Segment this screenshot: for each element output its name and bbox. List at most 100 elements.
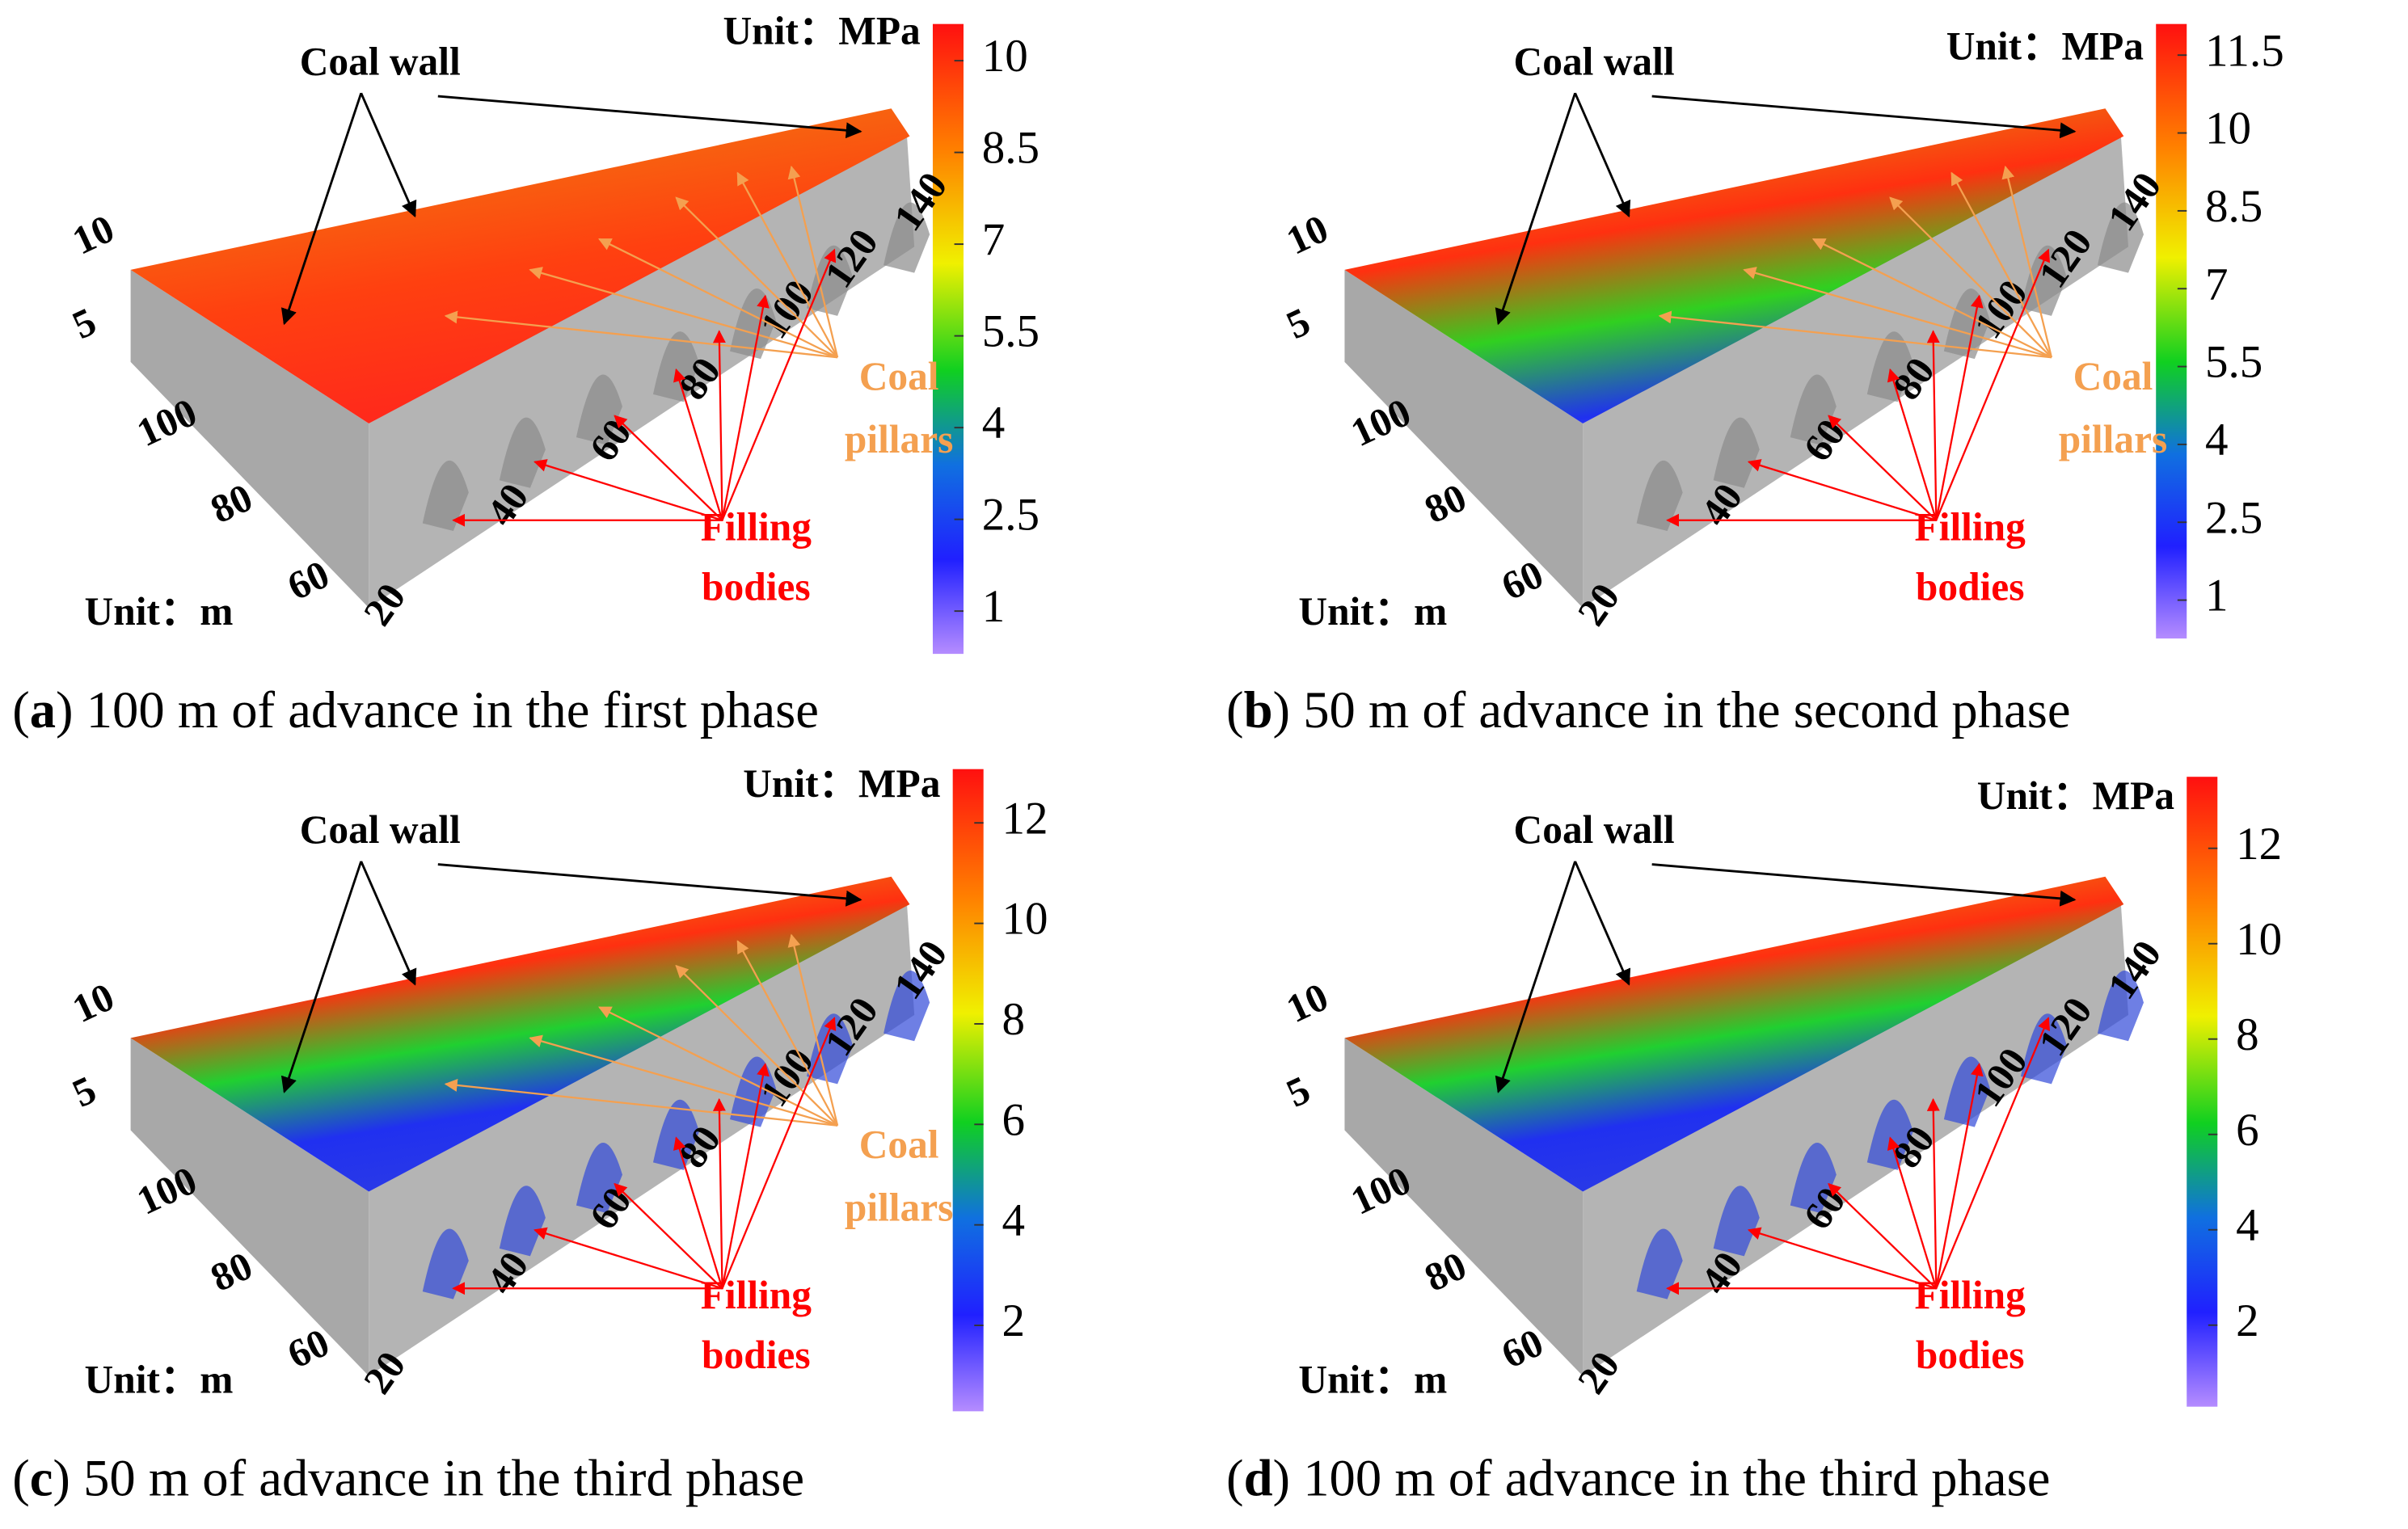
z-tick-label: 5 bbox=[65, 1067, 103, 1115]
caption-run: ) 50 m of advance in the second phase bbox=[1273, 680, 2071, 739]
surface-trough bbox=[807, 245, 854, 316]
z-tick-label: 5 bbox=[1280, 299, 1317, 348]
colorbar-tick-label: 10 bbox=[1002, 894, 1048, 945]
filling-bodies-arrow bbox=[1935, 1017, 2051, 1289]
surface-trough bbox=[883, 202, 930, 273]
filling-bodies-arrow bbox=[721, 1017, 837, 1289]
colorbar-tick-label: 1 bbox=[2205, 571, 2229, 621]
z-tick-label: 10 bbox=[1280, 206, 1335, 263]
colorbar-tick-label: 8.5 bbox=[982, 123, 1040, 174]
filling-bodies-arrow bbox=[1887, 368, 1938, 521]
filling-bodies-label: Filling bbox=[701, 1273, 812, 1317]
coal-pillars-arrow bbox=[787, 933, 839, 1127]
caption-run: ) 100 m of advance in the first phase bbox=[56, 680, 819, 739]
coal-wall-arrow bbox=[1574, 92, 1631, 218]
stress-unit: Unit：MPa bbox=[743, 761, 940, 806]
block-front-face bbox=[369, 131, 915, 609]
coal-pillars-arrow bbox=[444, 1078, 838, 1127]
length-unit: Unit：m bbox=[85, 1357, 234, 1401]
surface-trough bbox=[652, 1099, 699, 1170]
surface-trough bbox=[576, 374, 622, 445]
block-left-face bbox=[1344, 269, 1584, 609]
block-front-face bbox=[1583, 131, 2129, 609]
colorbar-tick-label: 6 bbox=[1002, 1094, 1026, 1145]
z-tick-label: 10 bbox=[65, 974, 120, 1031]
length-unit: Unit：m bbox=[1298, 1357, 1447, 1401]
filling-bodies-arrow bbox=[1828, 415, 1938, 521]
coal-wall-arrow bbox=[437, 95, 862, 139]
block-front-face bbox=[1583, 899, 2129, 1376]
coal-pillars-label: Coal bbox=[859, 1123, 939, 1167]
filling-bodies-arrow bbox=[1887, 1136, 1938, 1289]
colorbar-tick-label: 10 bbox=[2236, 914, 2282, 965]
surface-trough bbox=[2097, 971, 2144, 1042]
caption-run: ( bbox=[12, 680, 30, 739]
colorbar-tick-label: 8 bbox=[2236, 1009, 2259, 1060]
filling-bodies-arrow bbox=[673, 1136, 723, 1289]
surface-trough bbox=[422, 1228, 469, 1299]
caption: (a) 100 m of advance in the first phase bbox=[12, 680, 819, 739]
filling-bodies-arrow bbox=[1747, 1227, 1937, 1290]
caption-run: ) 50 m of advance in the third phase bbox=[53, 1449, 804, 1507]
filling-bodies-arrow bbox=[1926, 330, 1940, 520]
colorbar-tick-label: 12 bbox=[1002, 793, 1048, 844]
colorbar bbox=[2187, 777, 2218, 1407]
z-tick-label: 10 bbox=[65, 206, 120, 263]
coal-pillars-arrow bbox=[529, 267, 838, 359]
filling-bodies-label: bodies bbox=[702, 565, 811, 609]
filling-bodies-label: Filling bbox=[701, 504, 812, 549]
coal-pillars-label: pillars bbox=[845, 1186, 954, 1230]
coal-wall-label: Coal wall bbox=[300, 39, 461, 83]
filling-bodies-arrow bbox=[1935, 294, 1984, 520]
stress-surface bbox=[1344, 876, 2124, 1192]
coal-pillars-arrow bbox=[529, 1034, 838, 1127]
surface-trough bbox=[807, 1013, 854, 1085]
filling-bodies-label: bodies bbox=[1916, 1333, 2025, 1377]
colorbar bbox=[2156, 23, 2187, 639]
filling-bodies-arrow bbox=[673, 368, 723, 521]
colorbar-tick-label: 2 bbox=[1002, 1295, 1026, 1346]
caption-run: ( bbox=[12, 1449, 30, 1507]
colorbar-tick-label: 5.5 bbox=[2205, 337, 2263, 388]
caption-run: b bbox=[1244, 680, 1273, 739]
caption-run: c bbox=[30, 1449, 53, 1507]
length-unit: Unit：m bbox=[85, 589, 234, 634]
coal-pillars-label: pillars bbox=[845, 417, 954, 461]
surface-trough bbox=[1866, 331, 1913, 402]
block-left-face bbox=[130, 269, 369, 609]
filling-bodies-arrow bbox=[721, 294, 770, 520]
colorbar-tick-label: 12 bbox=[2236, 819, 2282, 870]
caption-run: d bbox=[1244, 1449, 1273, 1507]
filling-bodies-arrow bbox=[1828, 1182, 1938, 1290]
colorbar-tick-label: 10 bbox=[2205, 103, 2251, 154]
caption-run: ) 100 m of advance in the third phase bbox=[1273, 1449, 2051, 1507]
colorbar-tick-label: 6 bbox=[2236, 1105, 2259, 1156]
filling-bodies-label: bodies bbox=[1916, 565, 2025, 609]
colorbar bbox=[932, 23, 964, 655]
filling-bodies-arrow bbox=[1926, 1097, 1940, 1289]
coal-pillars-arrow bbox=[1950, 171, 2052, 358]
surface-trough bbox=[1866, 1099, 1913, 1170]
surface-trough bbox=[652, 331, 699, 402]
coal-pillars-label: Coal bbox=[859, 354, 939, 398]
coal-pillars-arrow bbox=[787, 165, 839, 358]
coal-pillars-arrow bbox=[444, 310, 838, 359]
filling-bodies-arrow bbox=[712, 330, 726, 520]
block-left-face bbox=[130, 1038, 369, 1376]
surface-trough bbox=[1790, 374, 1837, 445]
colorbar bbox=[952, 769, 984, 1412]
colorbar-tick-label: 4 bbox=[2236, 1200, 2259, 1251]
caption-run: a bbox=[30, 680, 56, 739]
coal-wall-arrow bbox=[1651, 95, 2077, 139]
coal-pillars-label: Coal bbox=[2073, 354, 2153, 398]
filling-bodies-arrow bbox=[1935, 248, 2051, 521]
filling-bodies-arrow bbox=[533, 459, 723, 521]
colorbar-tick-label: 11.5 bbox=[2205, 25, 2284, 76]
surface-trough bbox=[2020, 1013, 2067, 1085]
stress-unit: Unit：MPa bbox=[1977, 773, 2174, 818]
panel: 11.5108.575.542.51Unit：MPaUnit：m10510080… bbox=[1226, 23, 2284, 739]
colorbar-tick-label: 4 bbox=[2205, 415, 2229, 465]
colorbar-tick-label: 8 bbox=[1002, 994, 1026, 1045]
filling-bodies-arrow bbox=[1747, 459, 1937, 521]
